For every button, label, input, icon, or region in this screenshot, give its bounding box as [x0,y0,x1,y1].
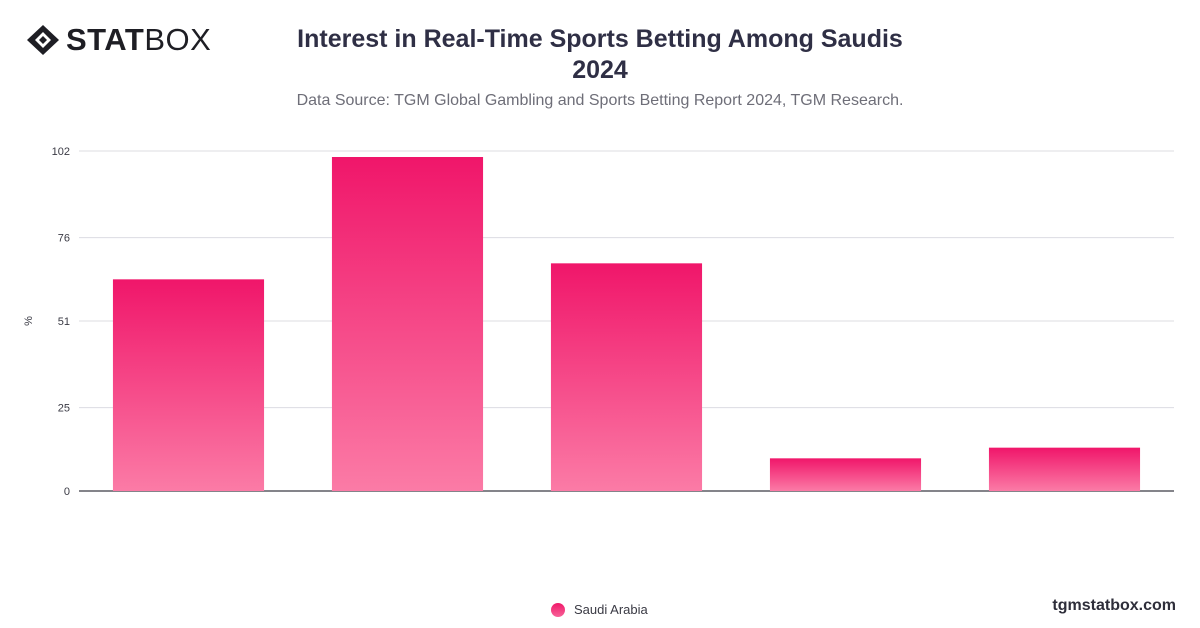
bar-4[interactable] [769,458,922,491]
footer-url[interactable]: tgmstatbox.com [1052,597,1176,614]
bar-3[interactable] [550,263,703,491]
bar-5[interactable] [988,447,1141,491]
chart-title-line-1: Interest in Real-Time Sports Betting Amo… [297,25,903,53]
chart-title: Interest in Real-Time Sports Betting Amo… [0,24,1200,86]
bars [112,157,1141,491]
y-tick-label: 0 [64,486,70,498]
legend-label-saudi-arabia: Saudi Arabia [574,602,648,617]
chart-title-line-2: 2024 [572,56,628,84]
y-tick-label: 102 [52,146,70,158]
y-tick-label: 76 [58,233,70,245]
y-tick-label: 51 [58,316,70,328]
y-axis-ticks: 0 25 51 76 102 [52,146,70,498]
bar-1[interactable] [112,279,265,491]
logo-wordmark-bold: STAT [66,22,145,57]
legend-swatch [551,602,565,617]
bar-2[interactable] [331,157,484,491]
brand-logo: STATBOX [26,24,211,56]
logo-wordmark: STATBOX [66,24,211,56]
legend[interactable]: Saudi Arabia [551,602,648,617]
chart-subtitle: Data Source: TGM Global Gambling and Spo… [296,92,904,109]
y-tick-label: 25 [58,403,70,415]
logo-wordmark-light: BOX [144,22,212,57]
y-axis-title: % [23,316,35,326]
diamond-logo-icon [27,25,59,55]
